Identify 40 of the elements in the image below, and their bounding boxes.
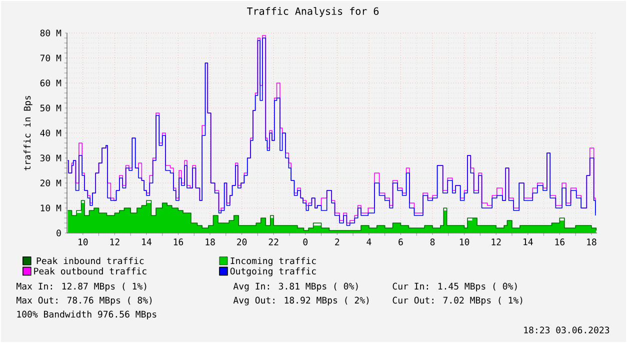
text: Avg Out: 18.92 MBps ( 2%) (233, 296, 369, 306)
y-tick-label: 70 M (40, 54, 62, 62)
x-tick-label: 14 (524, 238, 533, 246)
text: Avg In: 3.81 MBps ( 0%) (233, 282, 358, 292)
x-tick-label: 16 (174, 238, 184, 246)
text: Cur In: 1.45 MBps ( 0%) (392, 282, 517, 292)
y-tick-label: 40 M (40, 130, 62, 136)
y-tick-label: 30 M (40, 154, 62, 162)
text: 100% Bandwidth 976.56 MBps (17, 310, 156, 320)
y-tick-label: 60 M (40, 80, 62, 86)
x-tick-label: 18 (587, 238, 596, 246)
x-tick-label: 2 (335, 238, 340, 246)
x-tick-label: 6 (398, 238, 403, 246)
chart-title: Traffic Analysis for 6 (247, 7, 379, 17)
x-tick-label: 10 (78, 238, 88, 246)
text: Max In: 12.87 MBps ( 1%) (16, 282, 146, 292)
x-tick-label: 14 (142, 238, 152, 246)
legend-label: Peak inbound traffic (36, 257, 144, 264)
x-tick-label: 18 (206, 238, 215, 246)
y-tick-label: 20 M (40, 180, 62, 186)
text: Cur Out: 7.02 MBps ( 1%) (392, 296, 522, 306)
legend-label: Incoming traffic (230, 257, 316, 266)
x-tick-label: 8 (430, 238, 435, 246)
legend-label: Outgoing traffic (230, 268, 316, 276)
y-tick-label: 0 (56, 230, 61, 236)
x-tick-label: 22 (268, 238, 278, 246)
text: 18:23 03.06.2023 (524, 326, 610, 334)
y-tick-label: 80 M (40, 30, 62, 36)
legend-label: Peak outbound traffic (34, 268, 146, 274)
y-tick-label: 50 M (40, 104, 62, 112)
x-tick-label: 10 (460, 238, 470, 246)
x-tick-label: 16 (555, 238, 564, 246)
x-tick-label: 20 (237, 238, 247, 246)
x-tick-label: 12 (110, 238, 120, 246)
x-tick-label: 12 (492, 238, 501, 246)
x-tick-label: 0 (303, 238, 308, 246)
text: Max Out: 78.76 MBps ( 8%) (16, 296, 152, 306)
y-tick-label: 10 M (40, 204, 62, 212)
x-tick-label: 4 (366, 238, 372, 246)
y-axis-title: traffic in Bps (24, 96, 32, 170)
